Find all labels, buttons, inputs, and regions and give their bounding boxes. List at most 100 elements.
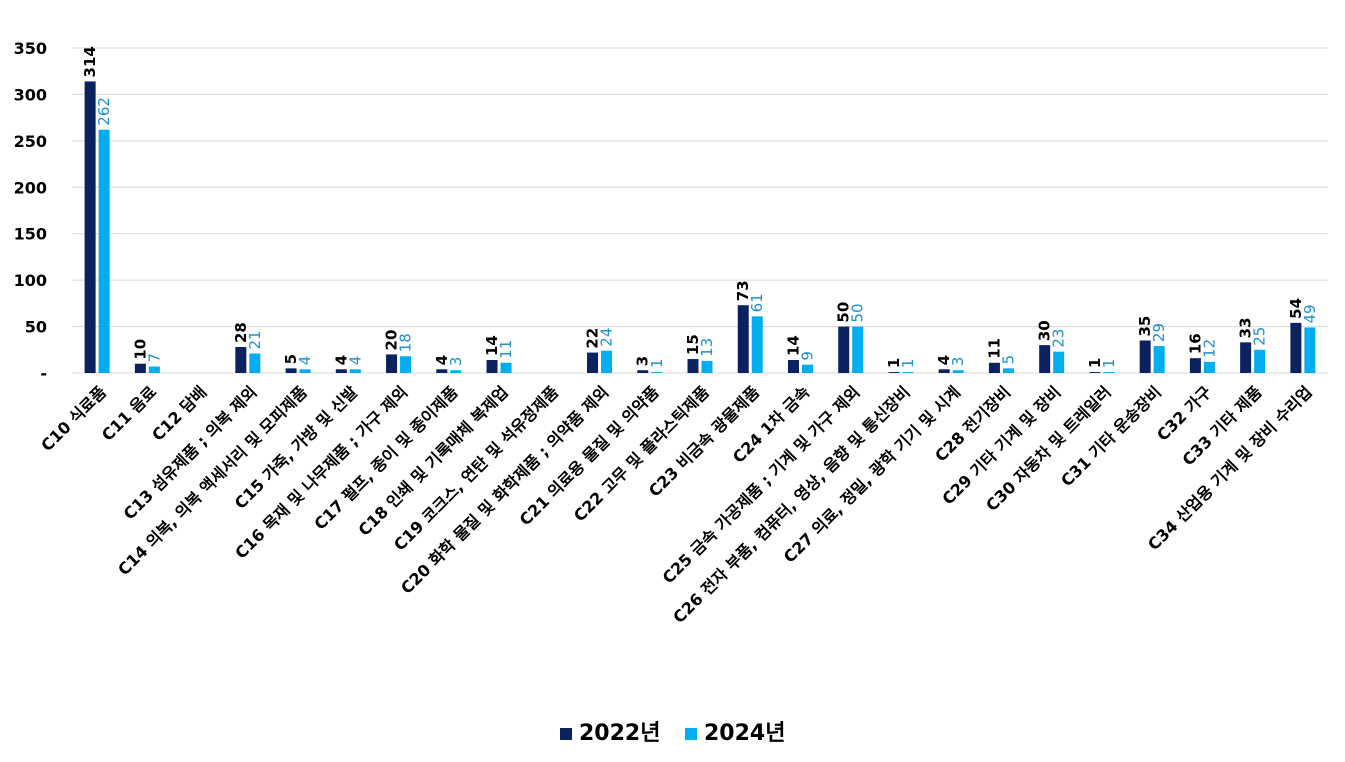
gridlines: [72, 47, 1328, 374]
bar-2022: [1189, 358, 1201, 373]
data-label-2022: 50: [835, 302, 853, 323]
data-label-2022: 16: [1186, 333, 1204, 354]
bar-2024: [1153, 346, 1165, 373]
bar-2024: [349, 369, 361, 373]
data-label-2024: 18: [397, 333, 415, 352]
legend-label-2024: 2024년: [704, 721, 785, 746]
category-label: C10 식료품: [37, 382, 110, 455]
bar-2022: [787, 360, 799, 373]
bar-2024: [952, 370, 964, 373]
bar-2022: [687, 359, 699, 373]
data-label-2022: 35: [1136, 316, 1154, 337]
bar-2022: [486, 360, 498, 373]
data-label-2024: 9: [798, 351, 816, 361]
bar-2022: [587, 352, 599, 373]
data-label-2024: 4: [346, 356, 364, 366]
data-label-2024: 7: [145, 353, 163, 363]
data-label-2022: 11: [985, 338, 1003, 359]
data-label-2024: 11: [497, 340, 515, 359]
data-label-2024: 4: [296, 356, 314, 366]
y-tick-label: 200: [14, 178, 47, 197]
data-label-2022: 10: [131, 339, 149, 360]
category-label: C26 전자 부품, 컴퓨터, 영상, 음향 및 통신장비: [669, 382, 913, 626]
data-label-2024: 21: [246, 330, 264, 349]
bar-2022: [637, 370, 649, 373]
bar-2024: [1203, 361, 1215, 373]
bar-2022: [1089, 372, 1101, 373]
data-label-2022: 14: [784, 335, 802, 356]
legend-label-2022: 2022년: [579, 721, 660, 746]
data-label-2024: 50: [849, 303, 867, 322]
bar-2024: [1053, 351, 1065, 373]
bar-2022: [436, 369, 448, 373]
y-tick-label: 100: [14, 271, 47, 290]
y-tick-label: 350: [14, 39, 47, 58]
bar-2022: [888, 372, 900, 373]
bar-2022: [1139, 340, 1151, 373]
bar-2024: [249, 353, 261, 373]
data-label-2024: 61: [748, 293, 766, 312]
y-tick-label: 300: [14, 85, 47, 104]
bar-2024: [148, 366, 160, 373]
data-label-2022: 22: [584, 328, 602, 349]
data-label-2022: 73: [734, 280, 752, 301]
bar-2022: [386, 354, 398, 373]
bar-2024: [400, 356, 412, 373]
data-label-2022: 4: [332, 355, 350, 365]
bar-2022: [988, 362, 1000, 373]
data-label-2024: 1: [1100, 359, 1118, 369]
bar-2022: [1290, 322, 1302, 373]
bar-2024: [902, 372, 914, 373]
bar-2024: [751, 316, 763, 373]
data-label-2022: 5: [282, 354, 300, 364]
y-tick-label: 50: [25, 318, 47, 337]
bar-2024: [450, 370, 462, 373]
y-tick-label: -: [40, 364, 47, 383]
legend: 2022년 2024년: [560, 721, 785, 746]
y-tick-label: 150: [14, 225, 47, 244]
data-label-2022: 28: [232, 322, 250, 343]
bar-2024: [801, 364, 813, 373]
bar-2024: [651, 372, 663, 373]
data-label-2024: 23: [1050, 329, 1068, 348]
bar-2024: [1002, 368, 1014, 373]
bar-2022: [938, 369, 950, 373]
data-label-2022: 33: [1237, 317, 1255, 338]
bars: [84, 81, 1316, 373]
data-label-2022: 1: [885, 358, 903, 368]
data-label-2022: 4: [433, 355, 451, 365]
legend-swatch-2022: [560, 728, 572, 740]
data-label-2024: 3: [447, 357, 465, 367]
data-label-2022: 3: [634, 356, 652, 366]
bar-2022: [285, 368, 297, 373]
data-label-2024: 24: [598, 328, 616, 347]
bar-2024: [299, 369, 311, 373]
bar-2024: [852, 326, 864, 373]
y-axis: - 50 100 150 200 250 300 350: [14, 39, 47, 383]
legend-swatch-2024: [685, 728, 697, 740]
data-label-2022: 54: [1287, 298, 1305, 319]
data-label-2022: 20: [383, 330, 401, 351]
data-label-2022: 15: [684, 334, 702, 355]
data-label-2022: 4: [935, 355, 953, 365]
bar-2024: [500, 362, 512, 373]
bar-2024: [1254, 349, 1266, 373]
bar-2022: [84, 81, 96, 373]
data-label-2024: 13: [698, 338, 716, 357]
bar-2022: [1240, 342, 1252, 373]
data-label-2024: 3: [949, 357, 967, 367]
bar-2024: [601, 350, 613, 373]
data-label-2024: 262: [95, 97, 113, 126]
data-label-2024: 29: [1150, 323, 1168, 342]
data-label-2022: 1: [1086, 358, 1104, 368]
data-label-2022: 30: [1036, 320, 1054, 341]
data-label-2024: 49: [1301, 304, 1319, 323]
data-label-2024: 1: [899, 359, 917, 369]
data-label-2024: 5: [999, 355, 1017, 365]
data-label-2022: 14: [483, 335, 501, 356]
data-label-2022: 314: [81, 46, 99, 77]
bar-2022: [737, 305, 749, 373]
